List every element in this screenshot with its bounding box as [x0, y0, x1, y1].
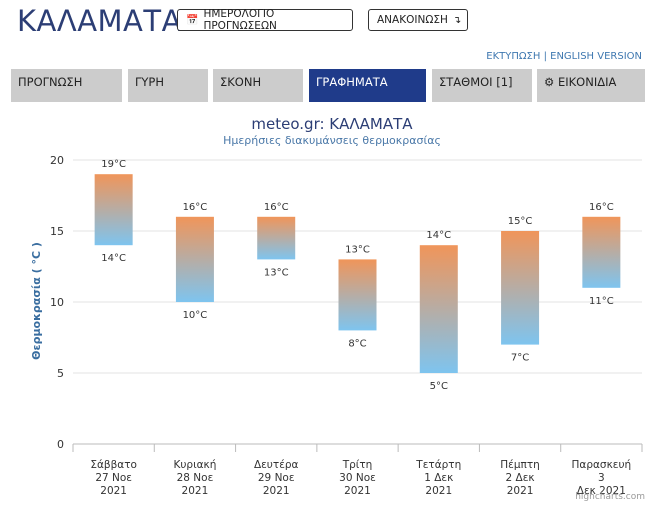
- range-bar[interactable]: [257, 216, 296, 260]
- tab-pollen-label: ΓΥΡΗ: [135, 75, 165, 89]
- x-category-label: Τρίτη: [342, 459, 373, 471]
- x-category-label: 2021: [263, 485, 290, 497]
- tab-stations[interactable]: ΣΤΑΘΜΟΙ [1]: [432, 69, 532, 102]
- min-temp-label: 7°C: [511, 353, 529, 364]
- x-category-label: Σάββατο: [90, 459, 137, 471]
- x-category-label: Τετάρτη: [415, 459, 461, 471]
- x-category-label: Δευτέρα: [254, 459, 299, 471]
- x-category-label: Παρασκευή: [572, 459, 632, 471]
- tab-stations-label: ΣΤΑΘΜΟΙ [1]: [439, 75, 513, 89]
- english-version-link[interactable]: ENGLISH VERSION: [550, 51, 642, 62]
- x-category-label: 2021: [507, 485, 534, 497]
- temperature-chart: meteo.gr: ΚΑΛΑΜΑΤΑ Ημερήσιες διακυμάνσει…: [30, 115, 643, 497]
- x-category-label: 2 Δεκ: [506, 472, 535, 484]
- max-temp-label: 14°C: [426, 230, 451, 241]
- y-tick-label: 20: [50, 154, 64, 167]
- calendar-icon: 📅: [186, 14, 199, 26]
- announcement-button[interactable]: ΑΝΑΚΟΙΝΩΣΗ ↴: [368, 9, 468, 31]
- tab-dust[interactable]: ΣΚΟΝΗ: [213, 69, 303, 102]
- min-temp-label: 11°C: [589, 296, 614, 307]
- tab-charts-label: ΓΡΑΦΗΜΑΤΑ: [316, 75, 388, 89]
- tab-icons[interactable]: ⚙ ΕΙΚΟΝΙΔΙΑ: [537, 69, 645, 102]
- y-tick-label: 15: [50, 225, 64, 238]
- data-labels: 19°C 14°C 16°C 10°C 16°C 13°C 13°C 8°C 14°C 5°C 15…: [101, 159, 613, 392]
- x-category-label: 2021: [182, 485, 209, 497]
- y-axis-label: Θερμοκρασία ( °C ): [30, 242, 43, 360]
- chart-title: meteo.gr: ΚΑΛΑΜΑΤΑ: [251, 115, 413, 133]
- range-bar[interactable]: [94, 174, 133, 246]
- arrow-down-icon: ↴: [452, 14, 462, 26]
- chart-subtitle: Ημερήσιες διακυμάνσεις θερμοκρασίας: [223, 134, 441, 147]
- min-temp-label: 5°C: [430, 381, 448, 392]
- x-category-label: Κυριακή: [173, 459, 216, 471]
- max-temp-label: 16°C: [264, 202, 289, 213]
- max-temp-label: 13°C: [345, 244, 370, 255]
- range-bar[interactable]: [338, 259, 377, 331]
- header-links: ΕΚΤΥΠΩΣΗ | ENGLISH VERSION: [486, 51, 642, 62]
- x-category-label: 2021: [100, 485, 127, 497]
- x-category-label: 30 Νοε: [339, 472, 376, 484]
- min-temp-label: 10°C: [183, 310, 208, 321]
- x-category-label: 29 Νοε: [258, 472, 295, 484]
- x-category-label: Δεκ 2021: [577, 485, 626, 497]
- city-title: ΚΑΛΑΜΑΤΑ: [17, 4, 182, 38]
- bars: [94, 174, 621, 373]
- range-bar[interactable]: [582, 216, 621, 288]
- min-temp-label: 13°C: [264, 267, 289, 278]
- x-category-label: 1 Δεκ: [424, 472, 453, 484]
- x-category-label: 2021: [344, 485, 371, 497]
- y-tick-label: 0: [57, 438, 64, 451]
- min-temp-label: 8°C: [348, 338, 366, 349]
- chart-credit: highcharts.com: [575, 492, 645, 502]
- max-temp-label: 16°C: [589, 202, 614, 213]
- announcement-label: ΑΝΑΚΟΙΝΩΣΗ: [377, 14, 448, 26]
- tab-bar: ΠΡΟΓΝΩΣΗ ΓΥΡΗ ΣΚΟΝΗ ΓΡΑΦΗΜΑΤΑ ΣΤΑΘΜΟΙ [1…: [11, 69, 645, 102]
- range-bar[interactable]: [419, 245, 458, 373]
- x-category-label: 27 Νοε: [95, 472, 132, 484]
- max-temp-label: 19°C: [101, 159, 126, 170]
- tab-pollen[interactable]: ΓΥΡΗ: [128, 69, 208, 102]
- links-separator: |: [543, 51, 547, 62]
- max-temp-label: 16°C: [183, 202, 208, 213]
- x-category-label: Πέμπτη: [500, 459, 540, 471]
- x-category-label: 3: [598, 472, 605, 484]
- range-bar[interactable]: [501, 231, 540, 345]
- range-bar[interactable]: [175, 216, 214, 302]
- forecast-calendar-button[interactable]: 📅 ΗΜΕΡΟΛΟΓΙΟ ΠΡΟΓΝΩΣΕΩΝ: [177, 8, 353, 32]
- x-category-label: 2021: [425, 485, 452, 497]
- max-temp-label: 15°C: [508, 216, 533, 227]
- min-temp-label: 14°C: [101, 253, 126, 264]
- tab-dust-label: ΣΚΟΝΗ: [220, 75, 262, 89]
- tab-forecast[interactable]: ΠΡΟΓΝΩΣΗ: [11, 69, 122, 102]
- forecast-calendar-label: ΗΜΕΡΟΛΟΓΙΟ ΠΡΟΓΝΩΣΕΩΝ: [203, 8, 277, 32]
- x-category-label: 28 Νοε: [177, 472, 214, 484]
- tab-forecast-label: ΠΡΟΓΝΩΣΗ: [18, 75, 83, 89]
- y-tick-label: 10: [50, 296, 64, 309]
- print-link[interactable]: ΕΚΤΥΠΩΣΗ: [486, 51, 541, 62]
- y-tick-label: 5: [57, 367, 64, 380]
- tab-icons-label: ΕΙΚΟΝΙΔΙΑ: [557, 75, 617, 89]
- gear-icon: ⚙: [544, 75, 555, 89]
- tab-charts[interactable]: ΓΡΑΦΗΜΑΤΑ: [309, 69, 426, 102]
